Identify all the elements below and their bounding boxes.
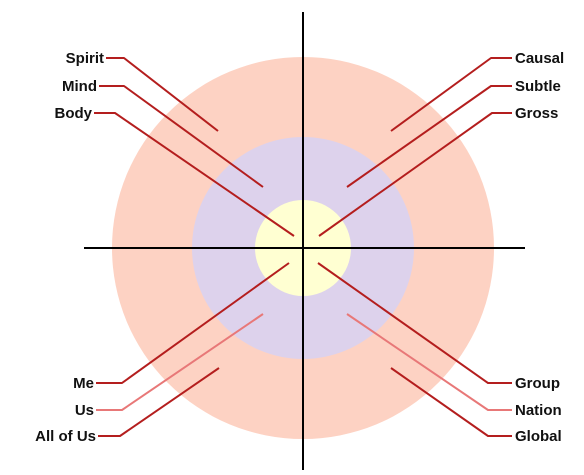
leader-global [390,367,512,437]
leader-me [96,262,290,384]
leader-body [94,112,295,237]
leader-us [96,313,264,411]
label-mind: Mind [62,78,97,95]
leader-spirit [106,57,219,132]
label-global: Global [515,428,562,445]
leader-subtle [346,85,512,188]
label-body: Body [55,105,93,122]
label-us: Us [75,402,94,419]
label-spirit: Spirit [66,50,104,67]
label-gross: Gross [515,105,558,122]
label-subtle: Subtle [515,78,561,95]
leader-nation [346,313,512,411]
label-me: Me [73,375,94,392]
label-causal: Causal [515,50,564,67]
label-all-of-us: All of Us [35,428,96,445]
leader-causal [390,57,512,132]
leader-all-of-us [98,367,220,437]
leader-gross [318,112,512,237]
leader-mind [99,85,264,188]
leader-group [317,262,512,384]
label-group: Group [515,375,560,392]
label-nation: Nation [515,402,562,419]
